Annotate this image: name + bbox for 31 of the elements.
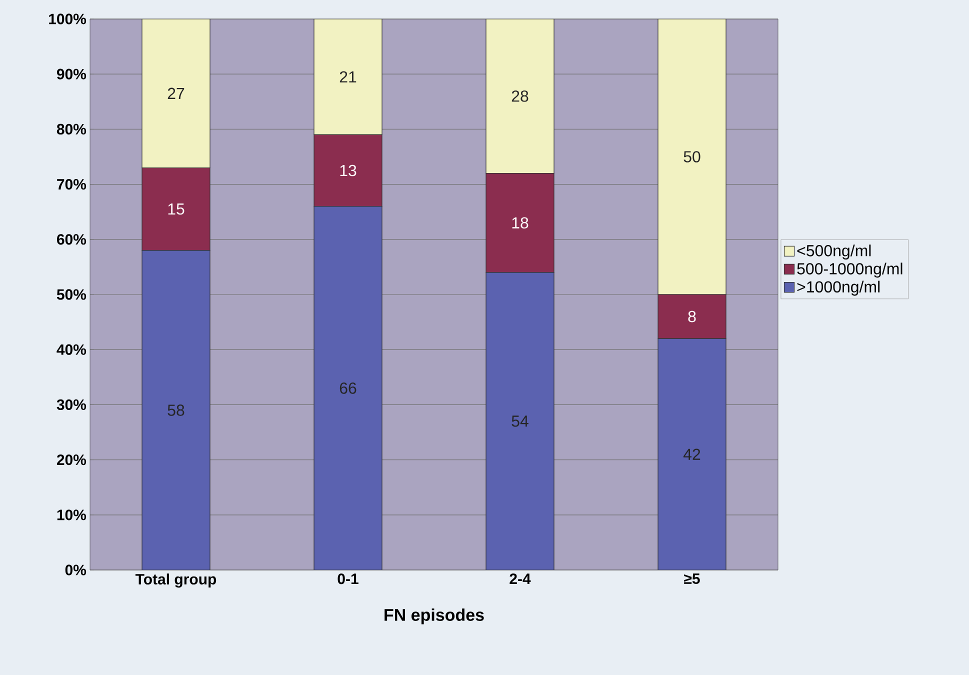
y-tick-label: 100% (49, 14, 86, 24)
legend-label: 500-1000ng/ml (797, 262, 902, 278)
x-tick-label: Total group (135, 574, 216, 588)
y-tick-label: 10% (57, 510, 86, 520)
data-label: 58 (168, 404, 184, 416)
x-tick-label: ≥5 (684, 574, 700, 584)
y-tick-label: 90% (56, 68, 86, 80)
x-axis-title: FN episodes (384, 608, 484, 624)
y-tick-label: 0% (65, 564, 86, 576)
data-label: 21 (340, 71, 356, 82)
data-label: 18 (512, 217, 528, 229)
x-tick-label: 2-4 (510, 574, 531, 584)
data-label: 27 (168, 88, 184, 99)
y-tick-label: 60% (56, 234, 86, 245)
legend-label: <500ng/ml (797, 244, 871, 260)
x-tick-label: 0-1 (338, 574, 358, 584)
data-label: 66 (340, 382, 356, 394)
y-tick-label: 30% (56, 399, 86, 410)
y-tick-label: 40% (56, 344, 86, 355)
y-tick-label: 80% (56, 124, 86, 134)
y-tick-label: 70% (57, 178, 86, 190)
data-label: 8 (688, 310, 696, 322)
data-label: 15 (168, 204, 184, 215)
data-label: 54 (512, 416, 528, 427)
data-label: 50 (684, 151, 700, 162)
data-label: 28 (512, 90, 528, 102)
y-tick-label: 50% (56, 289, 86, 300)
data-label: 13 (340, 164, 356, 176)
data-label: 42 (683, 448, 700, 460)
legend-label: >1000ng/ml (797, 280, 880, 296)
y-tick-label: 20% (56, 454, 86, 466)
